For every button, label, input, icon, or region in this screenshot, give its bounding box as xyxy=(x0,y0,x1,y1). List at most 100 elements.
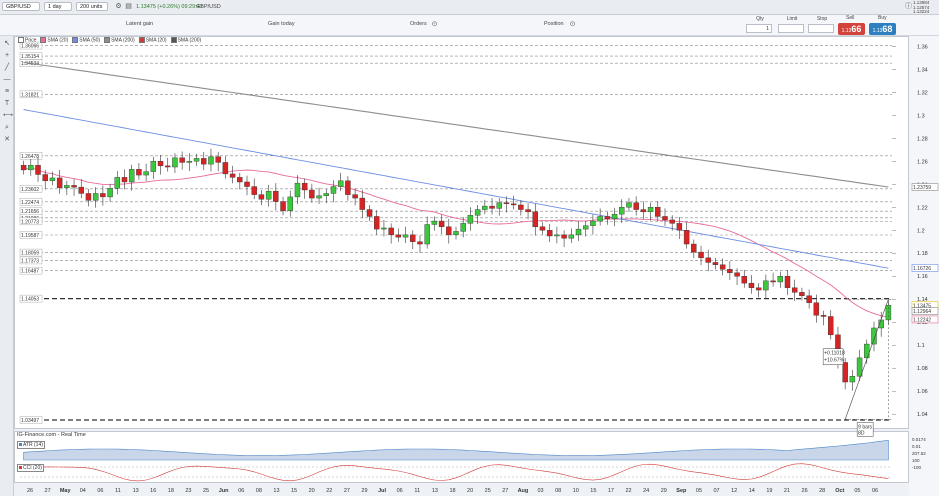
candle-body xyxy=(359,197,366,210)
trash-icon[interactable]: ✕ xyxy=(4,136,10,143)
candle-body xyxy=(828,316,834,336)
x-tick-label: 05 xyxy=(854,488,860,494)
candle-body xyxy=(777,276,784,283)
indicator-right-values: 0.0174 0.01 207.52 100 -100 xyxy=(912,436,926,471)
x-tick-label: Jun xyxy=(219,488,229,494)
timeframe-selector[interactable]: 1 day xyxy=(44,2,72,11)
candle-body xyxy=(42,174,48,182)
x-tick-label: 14 xyxy=(749,488,755,494)
level-label: 1.31821 xyxy=(21,92,39,98)
candle-body xyxy=(518,204,524,210)
stop-input[interactable] xyxy=(808,24,834,33)
candle-body xyxy=(381,227,387,230)
candle-body xyxy=(770,280,776,283)
y-tick-label: 1.28 xyxy=(917,136,928,142)
x-tick-label: 06 xyxy=(97,488,103,494)
candle-body xyxy=(510,203,517,206)
candle-body xyxy=(820,315,827,317)
candle-body xyxy=(78,186,84,194)
horizontal-line-icon[interactable]: — xyxy=(3,76,11,83)
legend-swatch xyxy=(40,37,47,43)
level-label: 1.22474 xyxy=(21,200,39,206)
y-tick-label: 1.22 xyxy=(917,205,928,211)
measure-label: +10.67% xyxy=(824,358,844,364)
zoom-icon[interactable]: ⌕ xyxy=(5,124,9,131)
legend-item[interactable]: SMA (20) xyxy=(138,37,167,44)
measure-label: +0.11018 xyxy=(824,351,845,357)
qty-input[interactable]: 1 xyxy=(746,24,772,33)
legend-label: SMA (50) xyxy=(79,37,101,44)
measure-icon[interactable]: ⟷ xyxy=(3,112,14,119)
y-tick-label: 1.18 xyxy=(917,251,928,257)
instrument-selector[interactable]: GBP/USD xyxy=(2,2,40,11)
limit-input[interactable] xyxy=(778,24,804,33)
atr-label: ATR (14) xyxy=(17,441,45,449)
level-label: 1.26478 xyxy=(21,154,39,160)
candle-body xyxy=(453,231,459,236)
sell-label: Sell xyxy=(846,15,855,21)
cci-label-text: CCI (20) xyxy=(23,465,42,471)
legend-swatch xyxy=(18,37,24,43)
candle-body xyxy=(763,280,769,291)
legend-item[interactable]: SMA (200) xyxy=(104,37,135,43)
sma-20-line xyxy=(23,167,889,318)
chart-type-icon[interactable]: ▤ xyxy=(125,3,132,10)
settings-icon[interactable]: ⚙ xyxy=(115,3,122,10)
candle-body xyxy=(712,262,719,265)
x-tick-label: 04 xyxy=(80,488,86,494)
qty-value: 1 xyxy=(766,26,769,32)
legend-item[interactable]: Price xyxy=(18,37,36,43)
x-tick-label: 25 xyxy=(485,488,491,494)
indicator-value: 100 xyxy=(912,458,920,463)
x-tick-label: Oct xyxy=(835,488,844,494)
legend-label: SMA (20) xyxy=(47,37,69,44)
info-icon[interactable]: ⓘ xyxy=(905,3,912,10)
text-tool-icon[interactable]: T xyxy=(4,100,10,107)
legend-item[interactable]: SMA (20) xyxy=(40,37,68,43)
x-tick-label: 19 xyxy=(766,488,772,494)
time-axis[interactable] xyxy=(14,484,909,496)
units-selector[interactable]: 200 units xyxy=(76,2,108,11)
last-price: 1.13475 (+0.26%) 09:29:41 xyxy=(136,4,203,10)
x-tick-label: Aug xyxy=(518,488,529,494)
candle-body xyxy=(669,219,675,224)
fibonacci-icon[interactable]: ≡ xyxy=(4,88,10,95)
candle-body xyxy=(64,185,70,188)
candle-body xyxy=(157,161,164,167)
legend-label: SMA (20) xyxy=(145,37,167,44)
legend-item[interactable]: SMA (50) xyxy=(72,37,100,43)
limit-label: Limit xyxy=(786,16,798,22)
x-tick-label: 12 xyxy=(731,488,737,494)
x-tick-label: 16 xyxy=(150,488,156,494)
y-axis-ticks: 1.361.341.321.31.281.261.241.221.21.181.… xyxy=(892,44,928,418)
toolbar-right-value: 1.13984 xyxy=(913,0,930,5)
candle-body xyxy=(128,169,135,183)
latent-gain-label: Latent gain xyxy=(126,21,154,27)
y-tick-label: 1.04 xyxy=(917,412,928,418)
y-tick-label: 1.08 xyxy=(917,366,928,372)
orders-info-icon[interactable]: ⊙ xyxy=(431,21,438,28)
legend-item[interactable]: SMA (200) xyxy=(170,37,201,43)
sell-price-prefix: 1.13 xyxy=(841,28,852,34)
x-tick-label: 03 xyxy=(537,488,543,494)
x-tick-label: 27 xyxy=(502,488,508,494)
legend-swatch xyxy=(72,37,79,43)
trendline-icon[interactable]: ╱ xyxy=(4,64,10,71)
cursor-icon[interactable]: ↖ xyxy=(4,40,10,47)
sell-button[interactable]: 1.1366 xyxy=(838,23,865,35)
buy-button[interactable]: 1.1368 xyxy=(869,23,896,35)
price-chart[interactable] xyxy=(14,36,909,429)
level-label-box xyxy=(19,90,43,99)
candle-body xyxy=(388,227,394,236)
level-label: 1.20773 xyxy=(21,219,39,225)
candle-body xyxy=(590,220,596,226)
x-tick-label: 20 xyxy=(309,488,315,494)
position-info-icon[interactable]: ⊙ xyxy=(569,21,576,28)
buy-label: Buy xyxy=(878,15,887,21)
candle-body xyxy=(705,257,711,263)
buy-price-prefix: 1.13 xyxy=(872,28,883,34)
right-price-label: 1.16726 xyxy=(913,266,931,272)
candle-body xyxy=(741,276,747,284)
crosshair-icon[interactable]: + xyxy=(4,52,10,59)
candle-body xyxy=(525,209,531,213)
